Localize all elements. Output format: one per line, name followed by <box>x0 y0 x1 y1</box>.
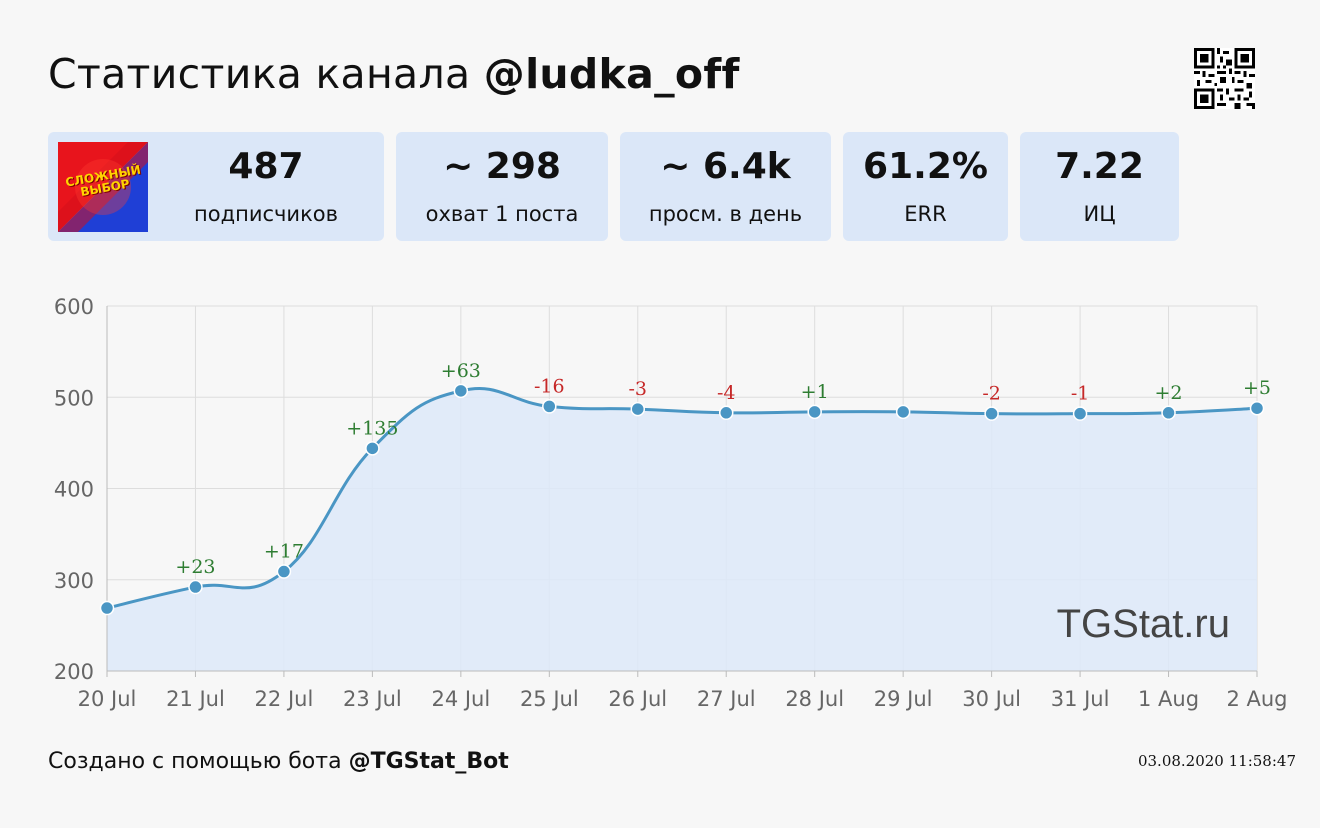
data-point <box>276 564 292 579</box>
data-label: +23 <box>175 556 215 578</box>
x-tick-label: 22 Jul <box>255 687 314 711</box>
data-label: -4 <box>717 382 736 404</box>
footer-prefix: Создано с помощью бота <box>48 749 342 774</box>
y-tick-label: 300 <box>54 569 94 593</box>
x-tick-label: 27 Jul <box>697 687 756 711</box>
stat-card-subscribers: СЛОЖНЫЙ ВЫБОР 487 подписчиков <box>48 132 384 241</box>
area-fill <box>107 388 1257 671</box>
x-tick-label: 26 Jul <box>608 687 667 711</box>
avatar-image <box>58 142 148 232</box>
data-point <box>453 383 469 399</box>
y-tick-label: 400 <box>54 478 94 502</box>
stat-card-reach: ~ 298 охват 1 поста <box>396 132 608 241</box>
x-tick-label: 28 Jul <box>785 687 844 711</box>
data-label: -16 <box>534 375 565 397</box>
reach-label: охват 1 поста <box>425 202 579 226</box>
y-tick-label: 200 <box>54 660 94 684</box>
data-point <box>895 404 911 420</box>
data-point <box>542 399 557 414</box>
x-tick-label: 30 Jul <box>962 687 1021 711</box>
data-label: +17 <box>264 541 304 563</box>
x-tick-label: 25 Jul <box>520 687 579 711</box>
bot-link[interactable]: @TGStat_Bot <box>348 749 509 774</box>
data-point <box>365 441 380 456</box>
subscribers-chart: 200 300 400 500 600 20 Jul 21 Jul 22 Jul 23 Jul 2… <box>54 295 1288 711</box>
x-tick-label: 2 Aug <box>1226 687 1287 711</box>
data-label: -3 <box>629 378 648 400</box>
data-label: -2 <box>982 383 1001 405</box>
data-point <box>984 406 999 421</box>
data-label: +63 <box>441 360 481 382</box>
data-point <box>1072 406 1088 421</box>
timestamp: 03.08.2020 11:58:47 <box>1137 752 1296 770</box>
series-line <box>106 387 1258 610</box>
y-tick-label: 600 <box>54 295 94 319</box>
x-tick-label: 29 Jul <box>874 687 933 711</box>
y-tick-label: 500 <box>54 386 94 410</box>
data-point <box>807 404 822 420</box>
watermark: TGStat.ru <box>1057 602 1230 646</box>
data-point <box>1249 400 1265 416</box>
x-tick-label: 20 Jul <box>78 687 137 711</box>
footer-credit: Создано с помощью бота @TGStat_Bot <box>48 749 509 774</box>
stat-card-err: 61.2% ERR <box>843 132 1008 241</box>
x-tick-label: 21 Jul <box>166 687 225 711</box>
data-label: +135 <box>346 417 398 439</box>
data-label: +2 <box>1155 382 1183 404</box>
data-label: -1 <box>1071 383 1090 405</box>
data-label: +5 <box>1243 377 1271 399</box>
subscribers-label: подписчиков <box>194 202 338 226</box>
data-label: +1 <box>801 381 829 403</box>
x-tick-label: 31 Jul <box>1051 687 1110 711</box>
err-value: 61.2% <box>863 146 988 187</box>
channel-avatar[interactable]: СЛОЖНЫЙ ВЫБОР <box>58 142 148 232</box>
channel-handle[interactable]: @ludka_off <box>483 50 740 98</box>
subscribers-value: 487 <box>228 146 304 187</box>
data-point <box>188 579 203 595</box>
data-point <box>1161 405 1176 421</box>
x-tick-label: 23 Jul <box>343 687 402 711</box>
stat-card-daily-views: ~ 6.4k просм. в день <box>620 132 831 241</box>
citation-index-value: 7.22 <box>1055 146 1144 187</box>
stat-card-citation-index: 7.22 ИЦ <box>1020 132 1179 241</box>
daily-views-label: просм. в день <box>648 202 803 226</box>
page-title: Статистика канала @ludka_off <box>48 50 740 98</box>
x-tick-label: 24 Jul <box>431 687 490 711</box>
data-point <box>99 600 115 616</box>
qr-code-icon <box>1194 48 1255 109</box>
daily-views-value: ~ 6.4k <box>660 146 791 187</box>
title-prefix: Статистика канала <box>48 50 471 98</box>
data-point <box>718 405 734 421</box>
x-tick-label: 1 Aug <box>1138 687 1199 711</box>
citation-index-label: ИЦ <box>1083 202 1116 226</box>
err-label: ERR <box>904 202 947 226</box>
reach-value: ~ 298 <box>443 146 561 187</box>
data-point <box>630 401 646 417</box>
